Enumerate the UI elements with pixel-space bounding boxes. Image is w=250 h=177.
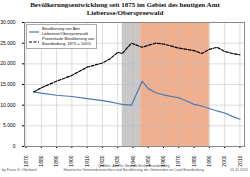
svg-text:1970: 1970 (175, 155, 181, 166)
svg-text:1960: 1960 (160, 155, 166, 166)
svg-text:2000: 2000 (221, 155, 227, 166)
svg-text:1950: 1950 (145, 155, 151, 166)
svg-text:30.000: 30.000 (0, 19, 16, 25)
svg-text:1910: 1910 (84, 155, 90, 166)
svg-text:1890: 1890 (53, 155, 59, 166)
svg-text:25.000: 25.000 (0, 40, 16, 46)
svg-text:5.000: 5.000 (3, 123, 16, 129)
svg-text:1870: 1870 (23, 155, 29, 166)
svg-text:1990: 1990 (206, 155, 212, 166)
svg-text:15.000: 15.000 (0, 81, 16, 87)
html-text:by Franz G. Olterbeck: by Franz G. Olterbeck (2, 168, 38, 173)
svg-text:1930: 1930 (114, 155, 120, 166)
html-text:Bevölkerung von Amt Lieberose/: Bevölkerung von Amt Lieberose/Oberspreew… (42, 26, 88, 36)
svg-text:1880: 1880 (38, 155, 44, 166)
svg-text:1920: 1920 (99, 155, 105, 166)
svg-text:10.000: 10.000 (0, 102, 16, 108)
svg-text:1900: 1900 (68, 155, 74, 166)
html-text:Bevölkerungsentwicklung seit 1: Bevölkerungsentwicklung seit 1875 im Geb… (30, 1, 220, 17)
svg-text:0: 0 (13, 143, 16, 149)
html-text:Quellen: Amt für Statistik Ber: Quellen: Amt für Statistik Berlin-Brande… (63, 164, 204, 173)
html-text:01.11.2010: 01.11.2010 (230, 168, 248, 173)
svg-text:1980: 1980 (191, 155, 197, 166)
svg-text:1940: 1940 (130, 155, 136, 166)
svg-text:2010: 2010 (237, 155, 243, 166)
html-text:Prozentuale Bevölkerung von Br: Prozentuale Bevölkerung von Brandenburg,… (42, 36, 95, 46)
svg-text:20.000: 20.000 (0, 61, 16, 67)
